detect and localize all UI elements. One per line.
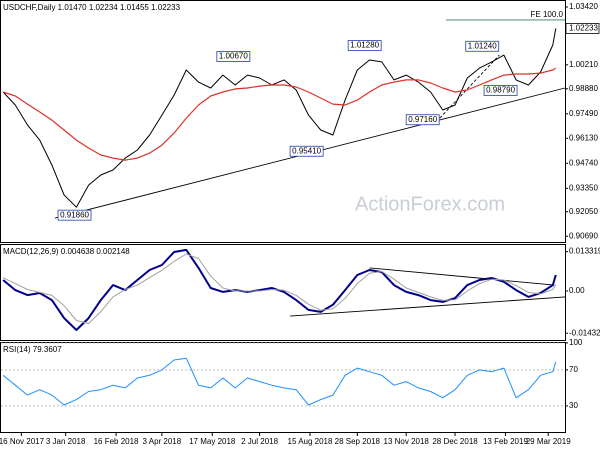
- trendline: [290, 296, 566, 317]
- series-line: [2, 357, 557, 406]
- trendline: [439, 54, 500, 119]
- x-tick-label: 29 Mar 2019: [526, 437, 571, 446]
- y-tick-label: 0.98880: [569, 84, 598, 93]
- x-tick-label: 16 Nov 2017: [0, 437, 45, 446]
- annotation-label: 0.98790: [486, 85, 515, 94]
- last-price-label: 1.02233: [569, 24, 598, 33]
- panel-title: MACD(12,26,9) 0.004638 0.002148: [3, 247, 130, 256]
- annotation-box: [405, 114, 440, 126]
- annotation-label: 1.01240: [468, 41, 497, 50]
- fe-label: FE 100.0: [531, 10, 564, 19]
- annotation-box: [57, 209, 92, 221]
- annotation-label: 1.00670: [219, 52, 248, 61]
- annotation-box: [347, 40, 382, 51]
- y-tick-label: 30: [569, 401, 578, 410]
- x-tick-label: 2 Jul 2018: [241, 437, 278, 446]
- y-tick-label: 0.013319: [569, 247, 600, 256]
- watermark: ActionForex.com: [355, 193, 505, 215]
- panel-border: [0, 342, 566, 433]
- panel-title: USDCHF,Daily 1.01470 1.02234 1.01455 1.0…: [3, 3, 181, 12]
- annotation-box: [289, 145, 324, 157]
- y-tick-label: -0.014323: [569, 328, 600, 337]
- y-tick-label: 0.90690: [569, 231, 598, 240]
- y-tick-label: 1.00210: [569, 60, 598, 69]
- annotation-box: [465, 40, 500, 52]
- annotation-label: 1.01280: [350, 41, 379, 50]
- x-tick-label: 3 Jan 2018: [46, 437, 86, 446]
- x-tick-label: 17 May 2018: [189, 437, 236, 446]
- y-tick-label: 0.93350: [569, 183, 598, 192]
- y-tick-label: 100: [569, 338, 583, 347]
- panel-title: RSI(14) 79.3607: [3, 345, 62, 354]
- y-tick-label: 0.97490: [569, 109, 598, 118]
- panel-border: [0, 0, 566, 243]
- annotation-label: 0.91860: [60, 210, 89, 219]
- annotation-label: 0.95410: [292, 146, 321, 155]
- y-tick-label: 1.03420: [569, 2, 598, 11]
- series-line: [2, 253, 557, 324]
- series-line: [2, 248, 557, 331]
- y-tick-label: 0.94740: [569, 158, 598, 167]
- x-tick-label: 28 Dec 2018: [432, 437, 478, 446]
- x-tick-label: 16 Feb 2018: [94, 437, 139, 446]
- last-price-box: [565, 22, 600, 34]
- y-tick-label: 70: [569, 365, 578, 374]
- annotation-box: [483, 84, 518, 96]
- annotation-box: [216, 51, 251, 62]
- panel-border: [0, 244, 566, 341]
- trendline: [369, 267, 555, 286]
- y-tick-label: 0.92050: [569, 207, 598, 216]
- y-tick-label: 0.00: [569, 286, 585, 295]
- x-tick-label: 3 Apr 2018: [143, 437, 182, 446]
- series-line: [2, 28, 557, 208]
- y-tick-label: 0.96130: [569, 133, 598, 142]
- x-tick-label: 13 Feb 2019: [483, 437, 528, 446]
- x-tick-label: 15 Aug 2018: [288, 437, 333, 446]
- x-tick-label: 13 Nov 2018: [384, 437, 430, 446]
- annotation-label: 0.97160: [408, 115, 437, 124]
- series-line: [2, 67, 557, 161]
- x-tick-label: 28 Sep 2018: [335, 437, 381, 446]
